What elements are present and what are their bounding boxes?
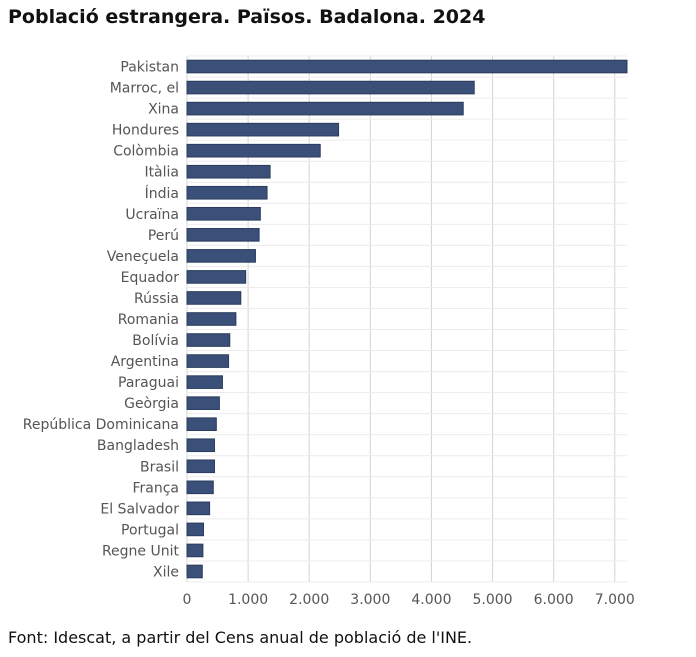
category-label: Portugal <box>121 522 179 538</box>
bar[interactable] <box>186 354 230 368</box>
category-label: Regne Unit <box>102 543 180 559</box>
category-label: Perú <box>148 228 179 244</box>
category-label: Xile <box>153 564 179 580</box>
bar[interactable] <box>186 80 475 95</box>
bar[interactable] <box>186 228 260 242</box>
bar-chart: Pakistan Marroc, el Xina Hondures Colòmbia It… <box>23 55 635 608</box>
bar[interactable] <box>186 101 464 116</box>
category-label: Geòrgia <box>124 396 179 412</box>
bar[interactable] <box>186 396 220 410</box>
bar[interactable] <box>186 185 268 200</box>
category-label: Xina <box>148 102 179 118</box>
bar[interactable] <box>186 501 211 516</box>
category-label: El Salvador <box>100 501 179 517</box>
gridlines <box>186 55 627 583</box>
x-tick-label: 7.000 <box>595 592 635 608</box>
category-label: Índia <box>145 185 179 202</box>
category-label: República Dominicana <box>23 417 179 433</box>
bar[interactable] <box>186 291 242 305</box>
category-label: Bolívia <box>132 333 179 349</box>
category-label: Romania <box>118 312 179 328</box>
x-tick-label: 2.000 <box>289 592 329 608</box>
category-label: Argentina <box>111 354 179 370</box>
bar[interactable] <box>186 375 223 389</box>
category-label: Rússia <box>134 291 179 307</box>
bar[interactable] <box>186 564 203 579</box>
category-label: Marroc, el <box>110 81 179 97</box>
x-tick-label: 0 <box>183 592 192 608</box>
category-label: Bangladesh <box>97 438 179 454</box>
x-tick-label: 5.000 <box>473 592 513 608</box>
x-axis-ticks: 0 1.000 2.000 3.000 4.000 5.000 6.000 7.000 <box>183 592 635 608</box>
bar[interactable] <box>186 59 628 74</box>
bar[interactable] <box>186 522 204 537</box>
bar[interactable] <box>186 417 217 432</box>
bar[interactable] <box>186 122 340 137</box>
category-label: França <box>132 480 179 496</box>
bar[interactable] <box>186 143 321 158</box>
bar[interactable] <box>186 206 261 221</box>
bar[interactable] <box>186 312 237 326</box>
category-label: Itàlia <box>144 165 179 181</box>
category-labels: Pakistan Marroc, el Xina Hondures Colòmbia It… <box>23 60 180 581</box>
bar[interactable] <box>186 249 256 263</box>
bar[interactable] <box>186 438 215 453</box>
bar[interactable] <box>186 333 231 347</box>
category-label: Pakistan <box>120 60 179 76</box>
bar[interactable] <box>186 543 204 558</box>
category-label: Brasil <box>140 459 179 475</box>
chart-title: Població estrangera. Països. Badalona. 2… <box>8 6 486 28</box>
bar[interactable] <box>186 270 247 284</box>
bar[interactable] <box>186 164 271 179</box>
category-label: Veneçuela <box>107 249 179 265</box>
source-note: Font: Idescat, a partir del Cens anual d… <box>8 628 473 647</box>
bar[interactable] <box>186 480 214 495</box>
category-label: Hondures <box>112 123 179 139</box>
bar[interactable] <box>186 459 215 474</box>
category-label: Ucraïna <box>125 207 179 223</box>
category-label: Colòmbia <box>113 144 179 160</box>
category-label: Paraguai <box>118 375 179 391</box>
x-tick-label: 3.000 <box>350 592 390 608</box>
category-label: Equador <box>121 270 180 286</box>
x-tick-label: 1.000 <box>228 592 268 608</box>
x-tick-label: 4.000 <box>411 592 451 608</box>
bars <box>186 59 628 579</box>
x-tick-label: 6.000 <box>534 592 574 608</box>
